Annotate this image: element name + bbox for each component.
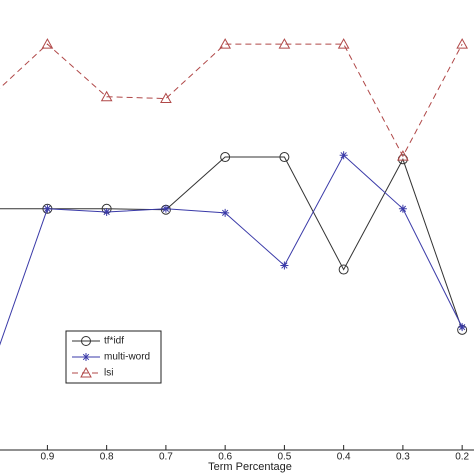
legend-label: tf*idf — [104, 336, 124, 347]
x-tick-label: 0.5 — [277, 452, 291, 463]
marker — [102, 207, 111, 216]
x-tick-label: 0.3 — [396, 452, 410, 463]
x-tick-label: 0.9 — [40, 452, 54, 463]
marker — [219, 38, 231, 49]
legend-marker — [81, 336, 91, 346]
marker — [279, 152, 290, 163]
x-tick-label: 0.7 — [159, 452, 173, 463]
marker — [397, 150, 409, 161]
marker — [458, 323, 467, 332]
legend: tf*idf multi-word lsi — [65, 330, 162, 384]
marker — [337, 38, 350, 49]
legend-label: lsi — [104, 368, 113, 379]
marker — [161, 204, 170, 213]
legend-marker — [82, 353, 90, 361]
legend-label: multi-word — [104, 352, 150, 363]
series-line — [0, 43, 463, 158]
marker — [456, 38, 468, 49]
marker — [220, 152, 231, 163]
marker — [43, 204, 52, 213]
marker — [280, 261, 289, 270]
x-tick-label: 0.2 — [455, 452, 469, 463]
legend-marker — [80, 366, 92, 378]
x-tick-label: 0.4 — [337, 452, 351, 463]
x-tick-label: 0.6 — [218, 452, 232, 463]
marker — [221, 208, 230, 217]
x-axis-label: Term Percentage — [208, 461, 292, 473]
marker — [338, 264, 349, 275]
marker — [339, 151, 348, 160]
plot-area — [0, 38, 468, 346]
marker — [398, 204, 407, 213]
x-tick-label: 0.8 — [100, 452, 114, 463]
marker — [278, 38, 291, 49]
marker — [100, 90, 113, 102]
series-line — [0, 156, 463, 331]
marker — [41, 38, 54, 49]
marker — [160, 92, 172, 104]
